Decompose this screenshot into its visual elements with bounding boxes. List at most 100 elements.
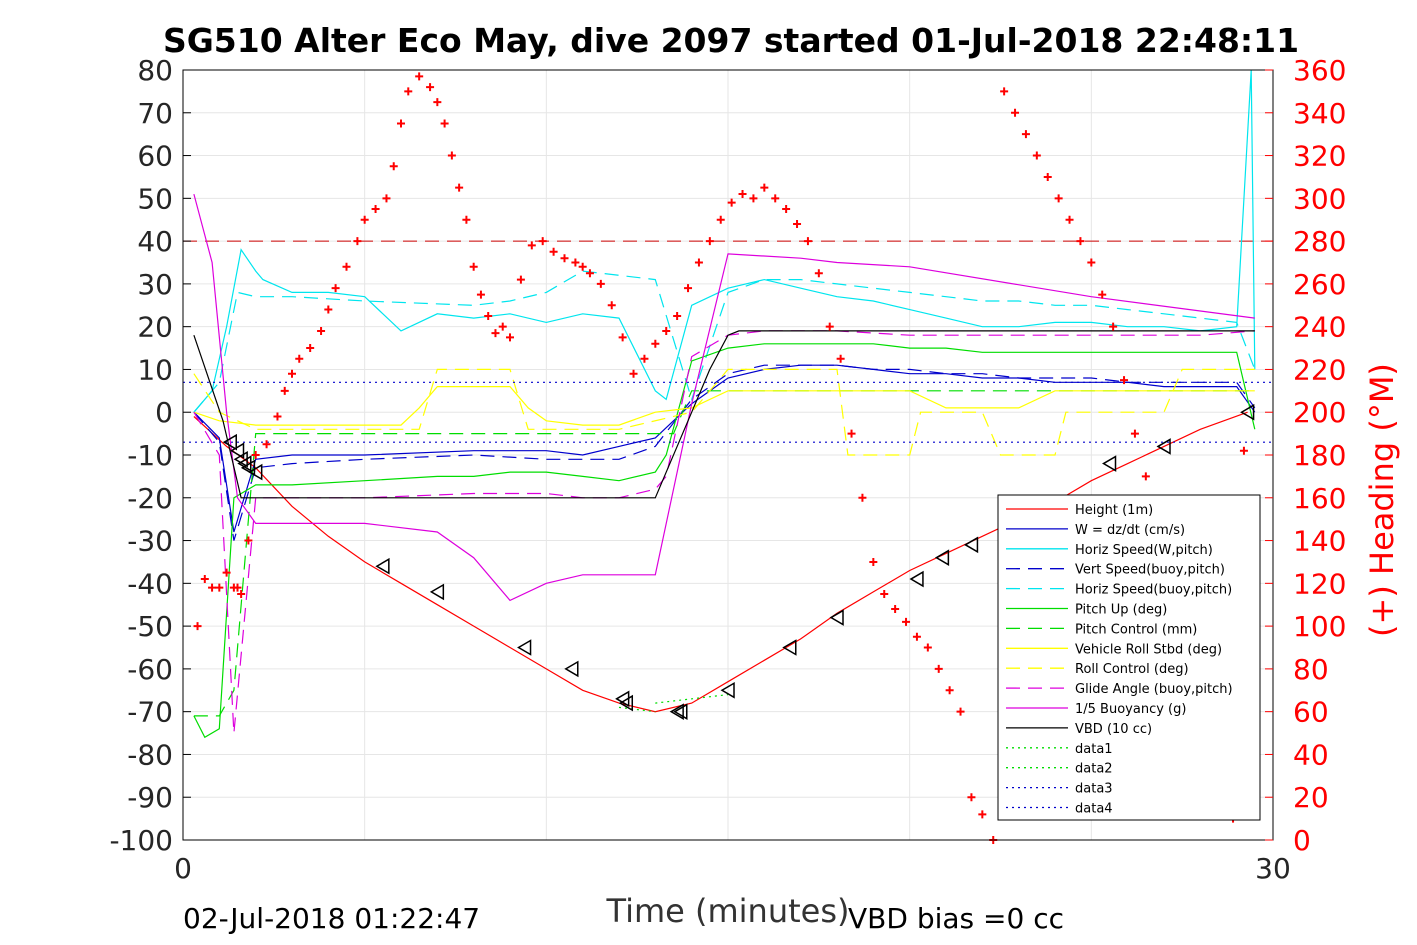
series-line <box>193 364 1256 541</box>
heading-point <box>1120 376 1129 385</box>
data-point-triangle <box>673 703 688 720</box>
right-tick-label: 120 <box>1293 567 1346 600</box>
data-point-triangle <box>375 557 390 575</box>
series-line <box>618 706 656 713</box>
data-point-triangle <box>230 442 245 460</box>
data-point-triangle <box>963 536 979 554</box>
series-line <box>193 343 1256 739</box>
right-tick-label: 280 <box>1293 225 1346 258</box>
plot-layer <box>183 69 1273 844</box>
legend-entry: Glide Angle (buoy,pitch) <box>1075 682 1233 697</box>
heading-point <box>280 386 289 395</box>
data-point-triangle <box>248 463 263 481</box>
y-tick-label: -80 <box>127 738 173 771</box>
right-tick-label: 160 <box>1293 482 1346 515</box>
data-point-triangle <box>240 459 256 477</box>
y-tick-label: -50 <box>127 610 173 643</box>
heading-point <box>1011 108 1020 117</box>
heading-point <box>527 241 536 250</box>
heading-point <box>585 269 594 278</box>
heading-point <box>902 617 911 626</box>
heading-point <box>404 87 413 96</box>
heading-point <box>869 557 878 566</box>
data-point-triangle <box>782 639 797 656</box>
heading-point <box>433 98 442 107</box>
heading-point <box>1098 290 1107 299</box>
heading-point <box>967 793 976 802</box>
heading-point <box>978 810 987 819</box>
right-tick-label: 40 <box>1293 738 1329 771</box>
heading-point <box>397 119 405 128</box>
legend-entry: W = dz/dt (cm/s) <box>1075 523 1185 538</box>
legend-entry: Roll Control (deg) <box>1075 662 1189 677</box>
heading-point <box>222 568 231 577</box>
heading-point <box>1130 429 1139 438</box>
heading-point <box>462 215 471 224</box>
heading-point <box>549 247 558 256</box>
heading-point <box>760 183 769 192</box>
right-tick-label: 0 <box>1293 824 1311 857</box>
series-line <box>193 386 1255 426</box>
chart-title: SG510 Alter Eco May, dive 2097 started 0… <box>163 21 1299 60</box>
y-tick-label: 20 <box>137 311 173 344</box>
heading-point <box>306 344 315 353</box>
series-line <box>193 330 1255 499</box>
heading-point <box>200 575 209 584</box>
heading-point <box>498 322 507 331</box>
heading-point <box>382 194 391 203</box>
heading-point <box>506 333 514 342</box>
legend-entry: Horiz Speed(W,pitch) <box>1075 543 1213 558</box>
right-tick-label: 220 <box>1293 353 1346 386</box>
heading-point <box>858 493 867 502</box>
heading-point <box>727 198 736 207</box>
legend-entry: Pitch Control (mm) <box>1075 622 1197 637</box>
series-line <box>193 368 1255 456</box>
heading-point <box>331 284 340 293</box>
heading-point <box>945 686 954 695</box>
heading-point <box>803 237 812 246</box>
data-point-triangle <box>564 660 579 678</box>
heading-point <box>484 311 493 320</box>
right-tick-label: 300 <box>1293 182 1346 215</box>
series-line <box>193 69 1256 413</box>
right-tick-label: 320 <box>1293 140 1346 173</box>
heading-point <box>571 258 580 267</box>
heading-point <box>880 590 889 599</box>
heading-point <box>1065 215 1074 224</box>
heading-point <box>353 237 362 246</box>
y-tick-label: -60 <box>127 653 173 686</box>
heading-point <box>673 311 682 320</box>
legend-entry: data2 <box>1075 762 1113 777</box>
legend-entry: VBD (10 cc) <box>1075 722 1152 737</box>
data-point-triangle <box>829 609 844 626</box>
heading-point <box>684 284 693 293</box>
right-tick-label: 100 <box>1293 610 1346 643</box>
heading-point <box>516 275 525 284</box>
heading-point <box>560 254 569 263</box>
heading-point <box>469 262 478 271</box>
heading-point <box>1021 130 1030 139</box>
heading-point <box>288 369 296 378</box>
y-tick-label: -100 <box>109 824 173 857</box>
y-tick-label: 10 <box>137 353 173 386</box>
y-tick-label: 60 <box>137 140 173 173</box>
legend-entry: Height (1m) <box>1075 503 1153 518</box>
heading-point <box>1087 258 1096 267</box>
heading-point <box>1109 322 1118 331</box>
heading-point <box>415 72 424 81</box>
heading-point <box>694 258 703 267</box>
heading-point <box>825 322 834 331</box>
footer-timestamp: 02-Jul-2018 01:22:47 <box>183 902 480 935</box>
heading-point <box>1076 237 1085 246</box>
x-axis-label: Time (minutes) <box>606 892 850 930</box>
heading-point <box>360 215 369 224</box>
y-tick-label: -70 <box>127 696 173 729</box>
heading-point <box>738 190 747 199</box>
y-tick-label: 40 <box>137 225 173 258</box>
heading-point <box>1032 151 1041 160</box>
heading-point <box>389 162 398 171</box>
data-point-triangle <box>517 639 532 656</box>
right-tick-label: 140 <box>1293 525 1346 558</box>
series-line <box>193 270 1256 413</box>
heading-point <box>1239 446 1248 455</box>
